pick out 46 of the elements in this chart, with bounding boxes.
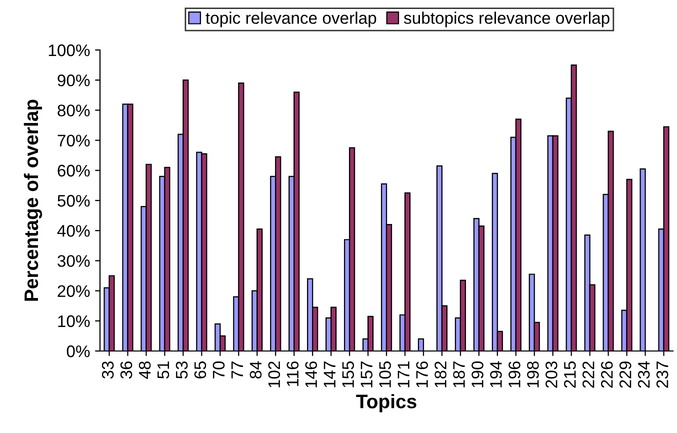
x-tick-label: 70 — [212, 361, 225, 378]
x-axis-title: Topics — [356, 394, 416, 412]
x-tick-label: 116 — [286, 361, 299, 386]
x-tick-label: 198 — [527, 361, 539, 388]
x-tick-label: 77 — [231, 362, 243, 378]
x-tick-label: 190 — [472, 361, 484, 388]
x-tick-label: 146 — [305, 361, 318, 388]
x-tick-label: 147 — [324, 362, 336, 388]
legend-label: topic relevance overlap — [206, 12, 376, 28]
x-tick-label: 155 — [342, 361, 354, 388]
x-tick-label: 187 — [453, 362, 465, 388]
y-tick-label: 40% — [57, 225, 90, 237]
x-tick-label: 157 — [360, 362, 372, 388]
x-tick-label: 171 — [398, 362, 410, 388]
x-tick-label: 65 — [194, 361, 206, 378]
x-tick-label: 182 — [434, 362, 446, 388]
y-tick-label: 100% — [48, 44, 90, 56]
y-axis-title: Percentage of overlap — [24, 100, 42, 301]
y-tick-label: 10% — [58, 315, 90, 328]
x-tick-label: 234 — [638, 361, 650, 388]
x-tick-label: 229 — [619, 362, 632, 388]
y-tick-label: 20% — [58, 285, 90, 298]
x-tick-label: 196 — [508, 361, 520, 388]
y-tick-label: 80% — [58, 104, 90, 116]
y-tick-label: 0% — [66, 345, 90, 358]
x-tick-label: 84 — [250, 361, 262, 379]
x-tick-label: 226 — [600, 361, 613, 388]
x-tick-label: 237 — [656, 362, 668, 388]
y-tick-label: 90% — [58, 74, 90, 86]
x-tick-label: 33 — [102, 361, 114, 379]
x-tick-label: 102 — [268, 362, 280, 388]
y-tick-label: 50% — [58, 194, 90, 207]
x-tick-label: 36 — [120, 361, 132, 379]
x-tick-label: 194 — [490, 361, 502, 388]
x-tick-label: 215 — [564, 361, 576, 388]
x-tick-label: 203 — [546, 361, 558, 388]
y-tick-label: 60% — [58, 164, 90, 177]
x-tick-label: 51 — [158, 362, 170, 379]
x-tick-label: 222 — [582, 362, 594, 388]
x-tick-label: 48 — [138, 361, 151, 379]
x-tick-label: 105 — [379, 361, 391, 388]
x-tick-label: 53 — [176, 361, 188, 379]
y-tick-label: 30% — [58, 255, 90, 267]
x-tick-label: 176 — [416, 361, 428, 388]
legend-label: subtopics relevance overlap — [404, 12, 610, 28]
y-tick-label: 70% — [58, 134, 90, 147]
